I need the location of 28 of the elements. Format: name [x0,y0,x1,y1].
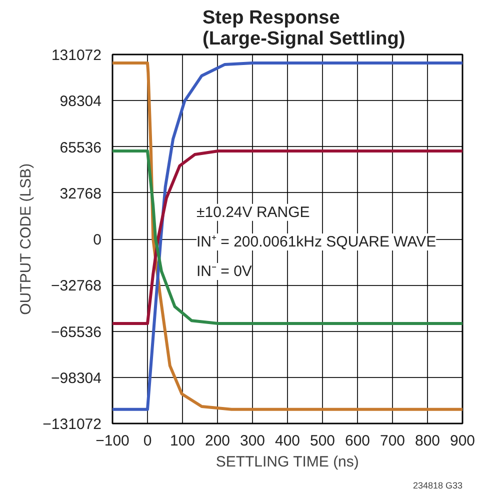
y-tick-label: −98304 [51,370,102,387]
x-tick-label: 300 [240,432,266,450]
y-tick-label: 65536 [60,139,102,156]
y-tick-label: 131072 [51,47,102,64]
x-tick-label: 900 [450,432,476,450]
x-tick-label: 800 [414,432,440,450]
x-tick-label: 400 [274,432,300,450]
x-tick-label: 500 [310,432,336,450]
y-tick-label: 98304 [60,93,102,110]
chart-title: Step Response (Large-Signal Settling) [202,8,406,50]
annotation: IN⁻ = 0V [196,262,252,280]
text: 234818 G33 [412,480,463,490]
x-tick-label: 700 [380,432,406,450]
line-series [112,150,462,325]
annotation: ±10.24V RANGE [196,204,310,221]
x-tick-label: −100 [96,432,130,450]
y-tick-label: −32768 [51,278,102,295]
y-tick-label: 0 [93,232,102,248]
x-tick-label: 100 [170,432,196,450]
x-tick-label: 600 [344,432,370,450]
x-tick-label: 200 [204,432,230,450]
y-tick-label: −65536 [51,324,102,341]
annotation: IN⁺ = 200.0061kHz SQUARE WAVE [196,233,436,250]
y-tick-label: −131072 [42,416,102,433]
y-axis-title: OUTPUT CODE (LSB) [18,163,35,315]
x-axis-title: SETTLING TIME (ns) [216,454,359,470]
y-tick-label: 32768 [60,185,102,202]
x-tick-label: 0 [143,432,152,450]
